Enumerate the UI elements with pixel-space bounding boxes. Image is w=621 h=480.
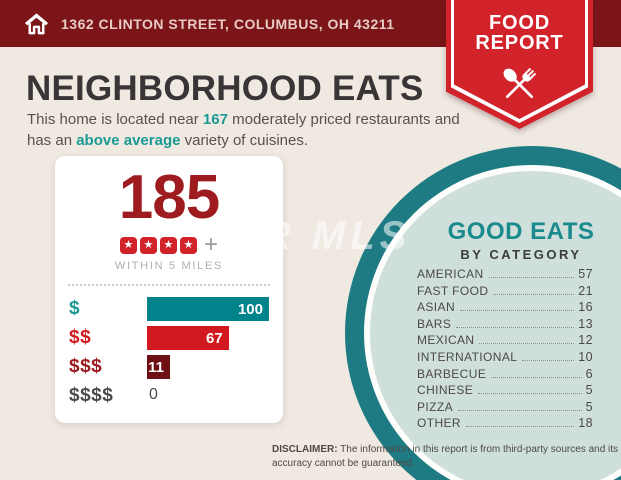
dot-leader [466, 426, 575, 428]
bar-fill: 11 [147, 355, 170, 379]
dot-leader [493, 293, 575, 295]
star-icon: ★ [119, 236, 137, 254]
category-value: 10 [578, 349, 593, 364]
intro-text-1: This home is located near [27, 111, 203, 128]
disclaimer-label: DISCLAIMER: [272, 444, 338, 455]
category-row: FAST FOOD 21 [417, 284, 593, 301]
category-row: MEXICAN 12 [417, 333, 593, 350]
intro-text-2: moderately priced restaurants and has an [27, 111, 460, 149]
price-level-label: $$$$ [69, 385, 114, 406]
category-label: OTHER [417, 416, 461, 431]
price-level-label: $$ [69, 327, 92, 348]
bar-fill: 67 [147, 326, 229, 350]
bar-track: 0 [147, 384, 269, 408]
plus-sign: + [203, 231, 218, 259]
intro-text-3: variety of cuisines. [180, 132, 309, 149]
category-value: 5 [585, 399, 593, 414]
badge-line1: FOOD [489, 12, 550, 34]
price-bar-row: $$$$ 0 [69, 384, 269, 408]
category-row: OTHER 18 [417, 416, 593, 433]
restaurant-stat-card: 185 ★ ★ ★ ★ + WITHIN 5 MILES $100 $$ 67 $$$ 11 $$… [55, 156, 283, 423]
dot-leader [479, 343, 575, 345]
category-value: 18 [578, 416, 593, 431]
bar-track: 67 [147, 326, 269, 350]
good-eats-subtitle: BY CATEGORY [460, 247, 582, 262]
category-row: BARS 13 [417, 317, 593, 334]
disclaimer-text: The information in this report is from t… [272, 444, 619, 469]
good-eats-header: GOOD EATS BY CATEGORY [418, 218, 621, 262]
category-label: BARBECUE [417, 366, 487, 381]
variety-highlight: above average [76, 132, 181, 149]
dot-leader [456, 326, 575, 328]
category-value: 6 [585, 366, 593, 381]
dot-leader [478, 393, 582, 395]
stars-row: ★ ★ ★ ★ + [55, 231, 283, 259]
bar-fill: 100 [147, 297, 269, 321]
restaurant-count: 185 [118, 163, 220, 232]
badge-content: FOOD REPORT [446, 0, 593, 129]
dot-leader [491, 376, 582, 378]
price-level-label: $ [69, 298, 81, 319]
property-address: 1362 CLINTON STREET, COLUMBUS, OH 43211 [61, 15, 395, 32]
category-value: 21 [578, 283, 593, 298]
price-bar-chart: $100 $$ 67 $$$ 11 $$$$ 0 [55, 297, 283, 408]
dot-leader [458, 409, 582, 411]
star-icon: ★ [179, 236, 197, 254]
price-bar-row: $$$ 11 [69, 355, 269, 379]
category-value: 12 [578, 333, 593, 348]
category-row: CHINESE 5 [417, 383, 593, 400]
category-label: BARS [417, 316, 452, 331]
category-label: AMERICAN [417, 267, 484, 281]
category-value: 13 [578, 316, 593, 331]
food-report-badge: FOOD REPORT [446, 0, 593, 129]
dot-leader [460, 310, 575, 312]
star-icon: ★ [159, 236, 177, 254]
category-row: BARBECUE 6 [417, 367, 593, 384]
good-eats-title: GOOD EATS [447, 218, 595, 245]
dot-leader [488, 277, 575, 278]
bar-value: 11 [148, 358, 164, 376]
category-value: 16 [578, 300, 593, 315]
category-label: INTERNATIONAL [417, 349, 518, 364]
bar-track: 11 [147, 355, 269, 379]
bar-track: 100 [147, 297, 269, 321]
good-eats-circle-fill [370, 171, 621, 480]
home-icon [24, 13, 49, 35]
radius-label: WITHIN 5 MILES [114, 260, 224, 272]
disclaimer: DISCLAIMER: The information in this repo… [272, 443, 621, 471]
price-level-label: $$$ [69, 356, 103, 377]
dotted-divider [68, 284, 270, 286]
category-row: PIZZA 5 [417, 400, 593, 417]
dot-leader [522, 359, 575, 361]
category-row: ASIAN 16 [417, 300, 593, 317]
badge-line2: REPORT [475, 32, 564, 55]
category-value: 57 [578, 267, 593, 281]
category-label: PIZZA [417, 399, 454, 414]
category-label: ASIAN [417, 300, 456, 315]
category-list: AMERICAN 57 FAST FOOD 21 ASIAN 16 BARS 13 MEXICA… [417, 267, 593, 433]
bar-value: 0 [149, 386, 158, 403]
category-label: CHINESE [417, 383, 474, 398]
intro-paragraph: This home is located near 167 moderately… [27, 109, 472, 151]
page-title: NEIGHBORHOOD EATS [26, 69, 424, 108]
category-row: INTERNATIONAL 10 [417, 350, 593, 367]
price-bar-row: $$ 67 [69, 326, 269, 350]
category-row: AMERICAN 57 [417, 267, 593, 284]
crossed-spoon-fork-icon [503, 67, 537, 98]
restaurant-count-highlight: 167 [202, 111, 228, 128]
bar-value: 100 [237, 300, 263, 318]
good-eats-circle [345, 146, 621, 480]
star-icon: ★ [139, 236, 157, 254]
category-label: MEXICAN [417, 333, 475, 348]
category-label: FAST FOOD [417, 283, 489, 298]
bar-value: 67 [206, 329, 223, 347]
price-bar-row: $100 [69, 297, 269, 321]
category-value: 5 [585, 383, 593, 398]
